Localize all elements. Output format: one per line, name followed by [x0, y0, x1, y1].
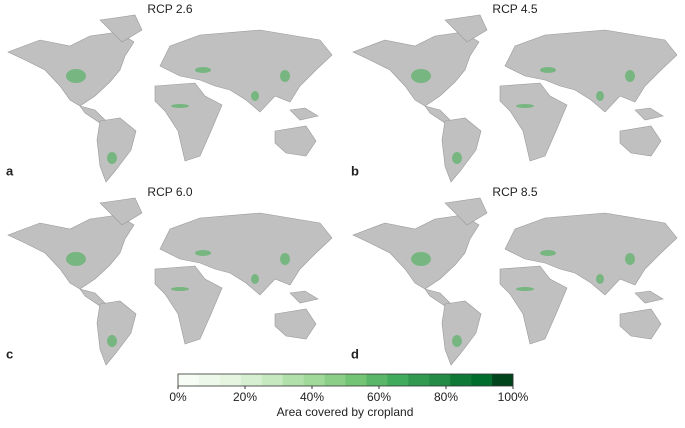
map-panel: RCP 6.0 c [6, 185, 333, 366]
colorbar-step [366, 374, 388, 386]
panel-title: RCP 8.5 [492, 185, 537, 199]
colorbar-tick-label: 60% [367, 390, 391, 404]
world-map [352, 197, 678, 366]
colorbar-tick-label: 100% [498, 390, 529, 404]
colorbar: 0% 20% 40% 60% 80% 100% [169, 373, 529, 404]
panel-letter: c [6, 346, 13, 361]
colorbar-tick-label: 40% [300, 390, 324, 404]
colorbar-step [303, 374, 325, 386]
world-map [352, 14, 678, 183]
world-map [7, 14, 333, 183]
colorbar-step [345, 374, 367, 386]
colorbar-step [178, 374, 200, 386]
colorbar-step [429, 374, 451, 386]
colorbar-step [198, 374, 221, 386]
colorbar-tick-label: 80% [434, 390, 458, 404]
colorbar-step [324, 374, 346, 386]
colorbar-tick-label: 0% [169, 390, 187, 404]
colorbar-step [471, 374, 493, 386]
panel-letter: a [6, 163, 14, 178]
colorbar-step [387, 374, 409, 386]
colorbar-step [219, 374, 242, 386]
map-panel: RCP 4.5 b [351, 2, 678, 183]
colorbar-step [450, 374, 472, 386]
panel-letter: d [351, 346, 359, 361]
map-panel: RCP 8.5 d [351, 185, 678, 366]
colorbar-tick-label: 20% [233, 390, 257, 404]
colorbar-frame [177, 373, 514, 387]
panels: RCP 2.6 a RCP 4.5 b RCP 6.0 c RCP 8.5 d [6, 2, 678, 366]
colorbar-label: Area covered by cropland [277, 405, 414, 419]
colorbar-step [240, 374, 263, 386]
world-map [7, 197, 333, 366]
panel-title: RCP 2.6 [147, 2, 192, 16]
panel-title: RCP 6.0 [147, 185, 192, 199]
colorbar-step [282, 374, 304, 386]
map-panel: RCP 2.6 a [6, 2, 333, 183]
colorbar-step [261, 374, 283, 386]
colorbar-step [492, 374, 514, 386]
panel-letter: b [351, 163, 359, 178]
panel-title: RCP 4.5 [492, 2, 537, 16]
colorbar-step [408, 374, 430, 386]
